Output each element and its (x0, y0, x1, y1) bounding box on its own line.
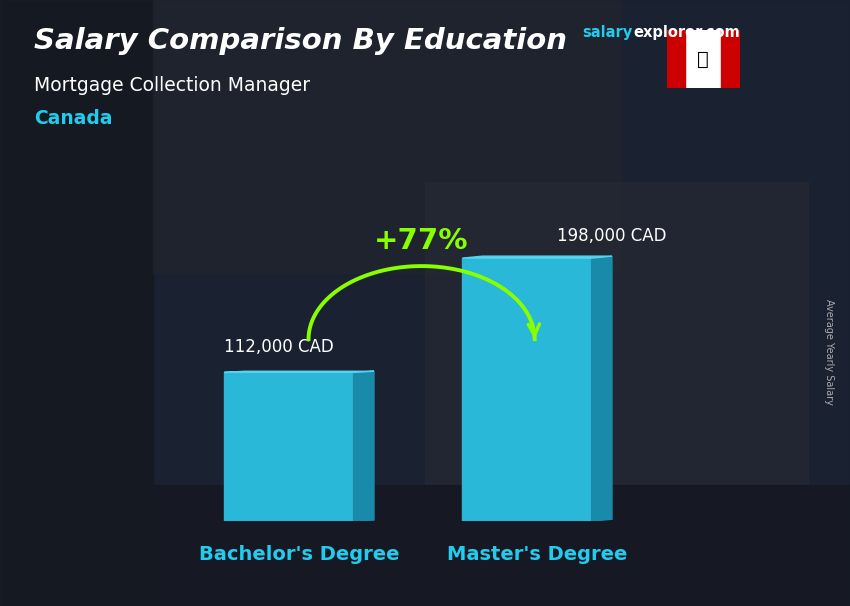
Text: Master's Degree: Master's Degree (447, 545, 627, 564)
Text: Mortgage Collection Manager: Mortgage Collection Manager (34, 76, 310, 95)
Polygon shape (224, 371, 374, 372)
Text: Salary Comparison By Education: Salary Comparison By Education (34, 27, 567, 55)
Bar (425, 182, 808, 485)
Text: Bachelor's Degree: Bachelor's Degree (199, 545, 400, 564)
Bar (0, 485, 850, 606)
Bar (462, 258, 592, 521)
Text: 198,000 CAD: 198,000 CAD (558, 227, 666, 245)
Bar (667, 30, 685, 88)
Bar (153, 0, 620, 273)
Polygon shape (592, 256, 612, 521)
Text: Average Yearly Salary: Average Yearly Salary (824, 299, 834, 404)
Bar (722, 30, 740, 88)
Bar (0, 0, 153, 606)
Text: explorer.com: explorer.com (633, 25, 740, 41)
Polygon shape (354, 371, 374, 521)
Bar (224, 372, 354, 521)
Polygon shape (462, 256, 612, 258)
Text: 112,000 CAD: 112,000 CAD (224, 338, 334, 356)
Text: Canada: Canada (34, 109, 112, 128)
Text: +77%: +77% (374, 227, 469, 256)
Text: salary: salary (582, 25, 632, 41)
Text: 🍁: 🍁 (698, 50, 709, 68)
